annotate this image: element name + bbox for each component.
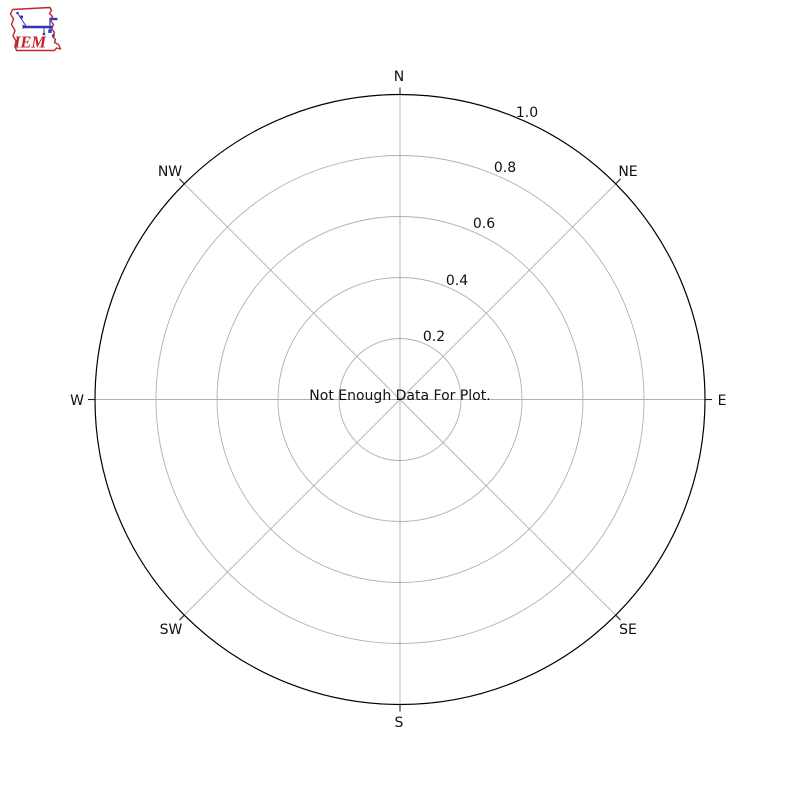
radial-tick-labels: 0.2 0.4 0.6 0.8 1.0 [423, 105, 538, 345]
compass-label-se: SE [619, 622, 637, 638]
compass-label-nw: NW [158, 164, 182, 180]
compass-label-s: S [395, 715, 404, 731]
radial-tick-label-0-6: 0.6 [473, 216, 495, 232]
weather-station-icon [16, 11, 58, 37]
compass-label-w: W [70, 393, 84, 409]
radial-tick-label-0-4: 0.4 [446, 273, 468, 289]
compass-label-sw: SW [160, 622, 183, 638]
polar-spoke-ne [399, 183, 617, 400]
no-data-message: Not Enough Data For Plot. [309, 388, 490, 404]
iem-logo: IEM [9, 6, 62, 52]
iem-logo-text: IEM [13, 33, 47, 52]
compass-label-ne: NE [618, 164, 637, 180]
polar-spoke-sw [183, 399, 401, 616]
compass-tick-ne [615, 178, 621, 185]
compass-ticks [88, 87, 712, 712]
compass-tick-nw [179, 178, 185, 185]
compass-tick-se [615, 614, 621, 621]
compass-tick-sw [179, 614, 185, 621]
polar-spoke-se [399, 399, 617, 616]
polar-spoke-nw [183, 183, 401, 400]
iowa-outline-icon [9, 6, 62, 52]
radial-tick-label-0-8: 0.8 [494, 160, 516, 176]
compass-label-e: E [718, 393, 727, 409]
radial-tick-label-0-2: 0.2 [423, 329, 445, 345]
compass-label-n: N [394, 69, 404, 85]
compass-labels: N NE E SE S SW W NW [70, 69, 726, 731]
polar-grid-spokes [95, 94, 705, 705]
radial-tick-label-1-0: 1.0 [516, 105, 538, 121]
